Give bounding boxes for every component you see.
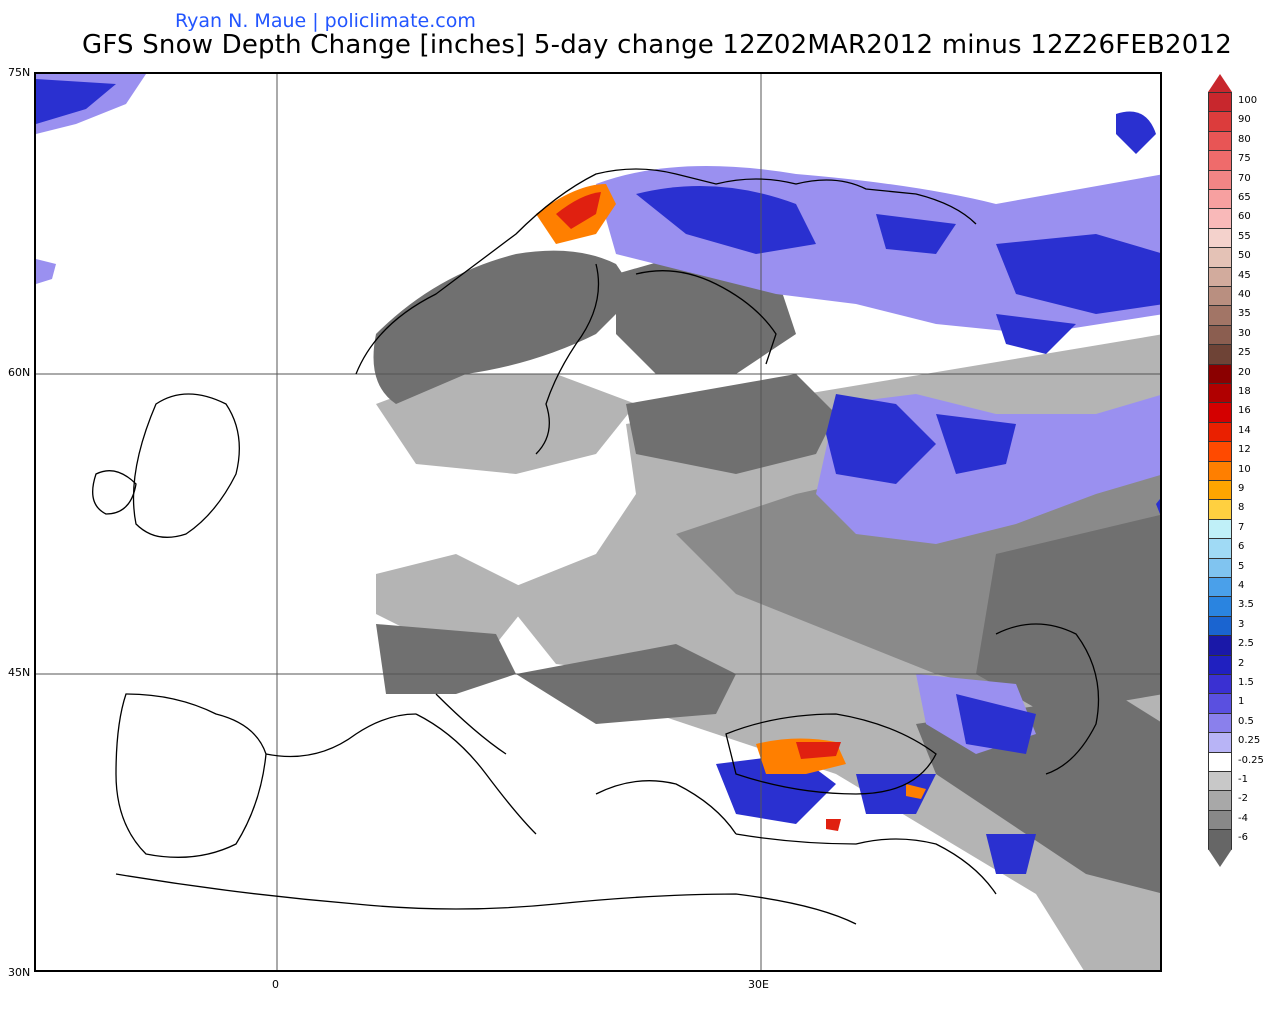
colorbar-swatch xyxy=(1208,732,1232,753)
map-title: GFS Snow Depth Change [inches] 5-day cha… xyxy=(82,30,1233,60)
colorbar-swatch xyxy=(1208,169,1232,190)
credit-text: Ryan N. Maue | policlimate.com xyxy=(175,10,476,32)
colorbar-label: 60 xyxy=(1238,211,1251,223)
colorbar-label: 45 xyxy=(1238,269,1251,281)
colorbar-label: 6 xyxy=(1238,541,1245,553)
colorbar-swatch xyxy=(1208,499,1232,520)
colorbar-label: 30 xyxy=(1238,327,1251,339)
colorbar-swatch xyxy=(1208,305,1232,326)
colorbar-label: 2.5 xyxy=(1238,638,1254,650)
colorbar-swatch xyxy=(1208,751,1232,772)
colorbar-swatch xyxy=(1208,557,1232,578)
map-panel xyxy=(34,72,1162,972)
colorbar-label: 100 xyxy=(1238,95,1258,106)
colorbar-label: 2 xyxy=(1238,657,1245,669)
colorbar-label: 10 xyxy=(1238,463,1251,475)
colorbar-swatch xyxy=(1208,324,1232,346)
graticule-lines xyxy=(36,74,1160,970)
colorbar-swatch xyxy=(1208,227,1232,249)
colorbar-swatch xyxy=(1208,247,1232,268)
colorbar-swatch xyxy=(1208,771,1232,792)
colorbar-swatch xyxy=(1208,809,1232,831)
colorbar-swatch xyxy=(1208,402,1232,423)
colorbar-label: 18 xyxy=(1238,386,1251,397)
colorbar-swatch xyxy=(1208,829,1232,850)
colorbar-swatch xyxy=(1208,286,1232,307)
colorbar-label: -4 xyxy=(1238,812,1248,824)
colorbar-label: 9 xyxy=(1238,483,1245,494)
colorbar-label: 25 xyxy=(1238,347,1251,359)
colorbar-label: 70 xyxy=(1238,172,1251,184)
colorbar-swatch xyxy=(1208,421,1232,443)
colorbar-label: -1 xyxy=(1238,774,1248,785)
colorbar-label: 5 xyxy=(1238,560,1245,572)
colorbar-swatch xyxy=(1208,92,1232,113)
colorbar-swatch xyxy=(1208,130,1232,152)
lon-label-0: 0 xyxy=(272,978,279,991)
colorbar-swatch xyxy=(1208,150,1232,171)
colorbar-label: 35 xyxy=(1238,308,1251,320)
lat-label-75n: 75N xyxy=(8,66,31,79)
colorbar-swatch xyxy=(1208,480,1232,501)
colorbar-swatch xyxy=(1208,460,1232,481)
colorbar-label: 1.5 xyxy=(1238,677,1254,688)
colorbar-label: 80 xyxy=(1238,133,1251,145)
colorbar-label: 0.5 xyxy=(1238,715,1254,727)
colorbar-swatch xyxy=(1208,654,1232,675)
colorbar-swatch xyxy=(1208,363,1232,384)
colorbar-top-arrow xyxy=(1208,74,1232,92)
colorbar-swatch xyxy=(1208,518,1232,540)
colorbar-label: 14 xyxy=(1238,424,1251,436)
colorbar-label: 40 xyxy=(1238,289,1251,300)
colorbar-swatch xyxy=(1208,577,1232,598)
colorbar-label: 7 xyxy=(1238,521,1245,533)
colorbar-label: 12 xyxy=(1238,444,1251,456)
colorbar-swatch xyxy=(1208,693,1232,714)
colorbar-swatch xyxy=(1208,712,1232,734)
colorbar-label: 0.25 xyxy=(1238,735,1261,747)
moderate-gain-regions xyxy=(36,79,1160,874)
colorbar-label: -6 xyxy=(1238,832,1248,844)
colorbar-label: 8 xyxy=(1238,502,1245,514)
colorbar-swatch xyxy=(1208,538,1232,559)
colorbar-swatch xyxy=(1208,344,1232,365)
colorbar-label: 55 xyxy=(1238,230,1251,242)
colorbar-swatch xyxy=(1208,441,1232,462)
lat-label-30n: 30N xyxy=(8,966,31,979)
colorbar-bottom-arrow xyxy=(1208,848,1232,867)
colorbar-label: 16 xyxy=(1238,405,1251,417)
heavy-gain-regions-red xyxy=(556,192,841,831)
coastlines xyxy=(92,168,1100,925)
colorbar-label: 75 xyxy=(1238,153,1251,165)
lat-label-60n: 60N xyxy=(8,366,31,379)
colorbar-label: 1 xyxy=(1238,696,1245,708)
colorbar-label: 4 xyxy=(1238,580,1245,591)
colorbar-swatch xyxy=(1208,674,1232,695)
colorbar-swatch xyxy=(1208,615,1232,637)
colorbar-swatch xyxy=(1208,266,1232,287)
colorbar-label: 65 xyxy=(1238,192,1251,203)
snow-depth-field xyxy=(36,74,1160,970)
colorbar-swatch xyxy=(1208,208,1232,229)
colorbar-label: 20 xyxy=(1238,366,1251,378)
colorbar-swatch xyxy=(1208,189,1232,210)
colorbar-swatch xyxy=(1208,635,1232,656)
colorbar-swatch xyxy=(1208,383,1232,404)
colorbar-swatch xyxy=(1208,111,1232,132)
colorbar-label: 3 xyxy=(1238,618,1245,630)
colorbar-label: -2 xyxy=(1238,793,1248,805)
lon-label-30e: 30E xyxy=(748,978,769,991)
colorbar-swatch xyxy=(1208,596,1232,617)
colorbar-swatch xyxy=(1208,790,1232,811)
colorbar-label: 50 xyxy=(1238,250,1251,262)
lat-label-45n: 45N xyxy=(8,666,31,679)
colorbar-label: -0.25 xyxy=(1238,754,1264,766)
colorbar-label: 3.5 xyxy=(1238,599,1254,611)
colorbar-label: 90 xyxy=(1238,114,1251,126)
